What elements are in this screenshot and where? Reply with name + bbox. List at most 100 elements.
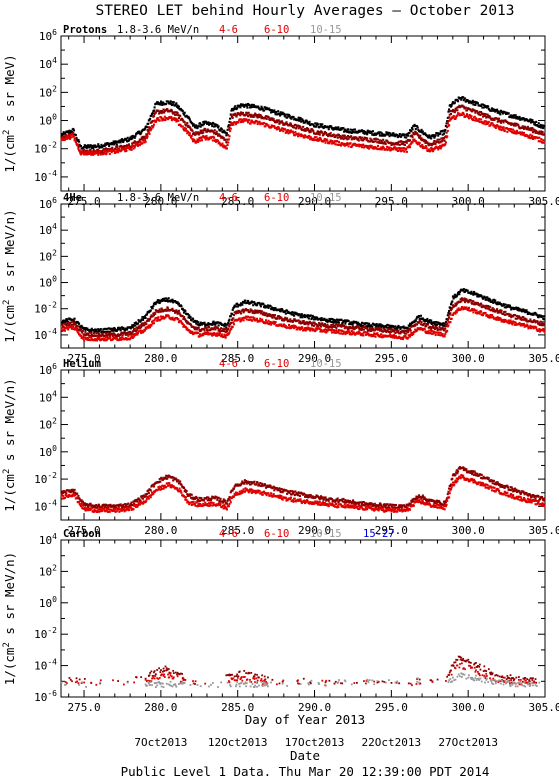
data-point (532, 121, 535, 124)
data-point (338, 136, 341, 139)
data-point (189, 134, 192, 137)
data-point (496, 111, 499, 114)
data-point (80, 330, 83, 333)
data-point (111, 332, 114, 335)
data-point (281, 318, 284, 321)
data-point (344, 142, 348, 146)
data-point (271, 307, 275, 310)
data-point (268, 322, 271, 325)
x-tick-label: 290.0 (298, 524, 331, 537)
data-point (402, 146, 405, 150)
data-point (216, 124, 219, 127)
data-point (126, 140, 129, 143)
data-point (216, 321, 220, 324)
data-point (512, 315, 515, 318)
data-point (229, 117, 232, 120)
data-point (143, 329, 147, 332)
data-point (136, 132, 139, 135)
data-point (471, 308, 474, 312)
data-point (215, 334, 218, 337)
data-point (334, 331, 337, 334)
data-point (497, 126, 500, 129)
data-point (473, 109, 476, 112)
data-point (158, 308, 161, 311)
data-point (334, 325, 337, 328)
data-point (403, 136, 406, 139)
data-point (529, 127, 533, 130)
data-point (464, 97, 467, 100)
data-point (276, 121, 279, 124)
data-point (469, 114, 472, 117)
data-point (154, 312, 157, 315)
data-point (165, 309, 168, 312)
data-point (232, 317, 235, 320)
data-point (97, 503, 100, 506)
data-point (529, 121, 533, 124)
data-point (133, 146, 136, 149)
data-point (241, 308, 244, 311)
data-point (451, 300, 454, 303)
data-point (83, 339, 86, 342)
data-point (232, 323, 236, 326)
data-point (438, 146, 441, 149)
data-point (147, 122, 150, 125)
data-point (357, 321, 360, 324)
data-point (371, 327, 374, 330)
data-point (330, 323, 333, 327)
data-point (402, 140, 405, 144)
data-point (457, 112, 460, 115)
data-point (311, 327, 314, 330)
data-point (236, 311, 239, 314)
data-point (108, 334, 111, 338)
data-point (65, 492, 68, 495)
data-point (328, 140, 332, 143)
data-point (347, 145, 350, 148)
data-point (350, 321, 353, 324)
data-point (186, 327, 189, 330)
data-point (493, 118, 496, 121)
data-point (264, 107, 267, 110)
data-point (524, 127, 527, 130)
data-point (93, 145, 96, 148)
data-point (71, 133, 74, 136)
data-point (333, 142, 336, 145)
data-point (341, 321, 344, 324)
data-point (482, 122, 485, 125)
data-point (538, 136, 541, 139)
data-point (432, 332, 435, 335)
legend-entry: 1.8-3.6 MeV/n (117, 192, 199, 204)
data-point (339, 144, 342, 147)
data-point (497, 117, 501, 120)
data-point (103, 327, 106, 330)
data-point (483, 112, 486, 115)
data-point (441, 144, 444, 147)
data-point (204, 331, 207, 334)
data-point (93, 505, 96, 508)
data-point (506, 321, 510, 324)
data-point (303, 121, 307, 124)
data-point (394, 325, 397, 328)
data-point (287, 326, 290, 329)
data-point (375, 326, 378, 330)
data-point (193, 140, 196, 143)
data-point (355, 137, 358, 140)
data-point (376, 148, 379, 151)
data-point (282, 123, 285, 126)
data-point (207, 331, 210, 334)
data-point (478, 304, 481, 307)
data-point (223, 328, 227, 331)
data-point (225, 132, 228, 135)
data-point (129, 503, 132, 506)
data-point (448, 108, 451, 111)
data-point (162, 108, 165, 111)
data-point (161, 308, 164, 311)
data-point (447, 311, 450, 315)
data-point (339, 329, 342, 332)
data-point (462, 113, 465, 116)
data-point (115, 329, 118, 332)
data-point (78, 497, 81, 500)
data-point (209, 137, 212, 140)
data-point (258, 115, 261, 119)
data-point (334, 127, 337, 130)
data-point (226, 329, 229, 332)
